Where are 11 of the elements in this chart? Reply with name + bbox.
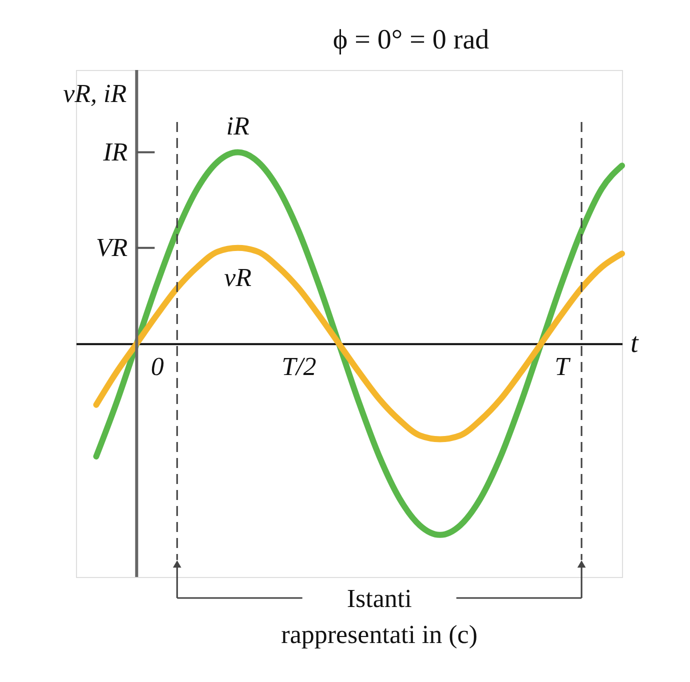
annotation: IR — [102, 137, 128, 166]
x-tick-label: T — [554, 352, 571, 382]
x-axis-title: t — [630, 328, 640, 360]
y-axis-title: vR, iR — [63, 79, 127, 108]
series-label: iR — [226, 111, 250, 140]
x-tick-label: T/2 — [282, 352, 316, 382]
annotation: VR — [96, 232, 128, 262]
series-label: vR — [224, 262, 252, 292]
text: Istanti rappresentati in (c) — [281, 584, 478, 649]
chart-title: ϕ = 0° = 0 rad — [332, 24, 490, 56]
x-tick-label: 0 — [150, 352, 164, 382]
